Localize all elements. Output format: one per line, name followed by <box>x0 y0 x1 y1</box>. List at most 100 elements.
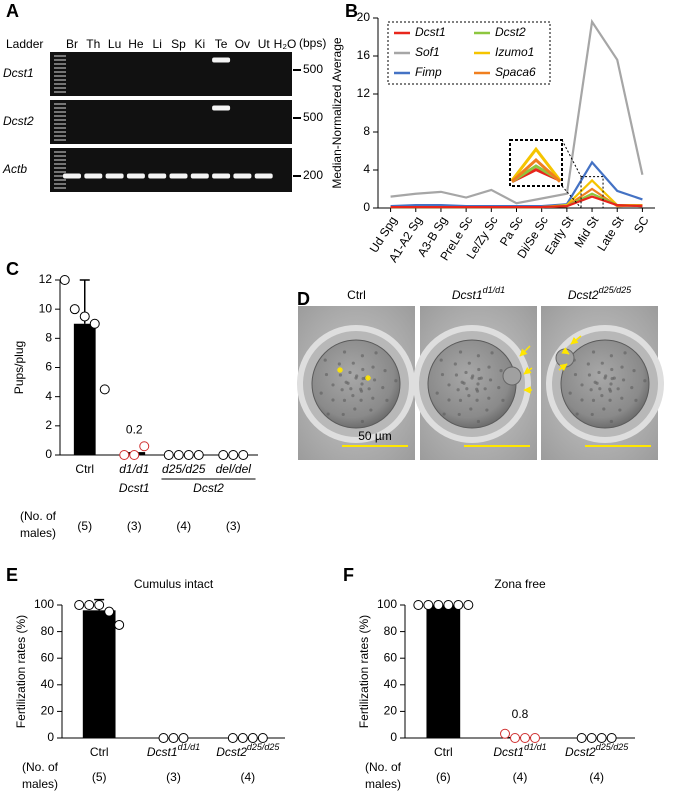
y-tick-label: 6 <box>45 360 52 374</box>
group-label: Dcst2 <box>193 481 224 495</box>
granule <box>476 419 480 424</box>
value-label: 0.8 <box>512 707 529 721</box>
data-point <box>183 450 194 460</box>
granule <box>620 365 624 369</box>
granule <box>462 381 466 385</box>
granule <box>319 391 323 395</box>
y-tick-label: 0 <box>363 200 370 214</box>
y-axis-label: Pups/plug <box>12 341 26 394</box>
granule <box>475 387 479 391</box>
x-tick-label: Dcst1d1/d1 <box>147 742 200 759</box>
granule <box>359 398 363 402</box>
panel-label: C <box>6 259 19 279</box>
gel-band <box>254 173 273 179</box>
oocyte <box>560 339 650 429</box>
gene-label: Dcst2 <box>3 114 34 128</box>
data-point <box>114 619 125 630</box>
granule <box>351 361 355 365</box>
granule <box>609 354 613 358</box>
gel-lane-box <box>50 52 292 96</box>
y-tick-label: 12 <box>357 86 371 100</box>
bar <box>73 323 96 455</box>
data-point <box>443 600 454 610</box>
granule <box>439 358 443 362</box>
granule <box>591 350 596 354</box>
granule <box>353 407 357 411</box>
granule <box>435 391 439 395</box>
gel-lane-box <box>50 100 292 144</box>
count-caption: males) <box>365 777 401 791</box>
granule <box>469 407 473 411</box>
granule <box>348 370 352 375</box>
lane-label: Br <box>66 37 78 51</box>
y-tick-label: 20 <box>41 704 55 718</box>
gel-band <box>126 173 145 179</box>
y-tick-label: 2 <box>45 418 52 432</box>
x-tick-label-main: Dcst1 <box>493 745 524 759</box>
granule <box>603 376 607 380</box>
lane-label: Lu <box>108 37 121 51</box>
micrograph-title-main: Dcst2 <box>568 288 599 302</box>
granule <box>475 398 479 402</box>
arrow <box>519 345 531 357</box>
granule <box>465 387 469 391</box>
granule <box>610 376 614 381</box>
granule <box>580 398 584 402</box>
series-line <box>390 18 644 205</box>
y-axis-label: Fertilization rates (%) <box>14 615 28 728</box>
gel-band <box>212 173 231 179</box>
data-point <box>413 600 424 610</box>
x-tick-label: del/del <box>216 462 252 476</box>
count-label: (3) <box>166 770 181 784</box>
x-tick-label: Late St <box>594 213 626 253</box>
granule <box>590 412 594 417</box>
micrograph-title-main: Ctrl <box>347 288 366 302</box>
lane-label: Th <box>86 37 100 51</box>
arrow <box>561 347 570 355</box>
data-point <box>423 600 434 610</box>
x-tick-label: Dcst1d1/d1 <box>493 742 546 759</box>
legend-label: Izumo1 <box>495 45 534 59</box>
granule <box>488 378 493 382</box>
gel-band <box>212 57 231 63</box>
granule <box>591 398 596 402</box>
granule <box>324 372 329 377</box>
granule <box>487 365 491 369</box>
legend-label: Sof1 <box>415 45 440 59</box>
granule <box>338 373 343 377</box>
x-tick-label: Dcst2d25/d25 <box>216 742 280 759</box>
granule <box>620 396 624 400</box>
granule <box>580 383 584 387</box>
data-point <box>228 450 239 460</box>
gel-band <box>233 173 252 179</box>
bar <box>503 736 537 738</box>
data-point <box>596 733 607 743</box>
granule <box>467 361 471 365</box>
x-tick-label: SC <box>631 214 652 236</box>
y-axis-label: Median-Normalized Average <box>330 37 344 189</box>
panel-label: A <box>6 1 19 21</box>
y-tick-label: 100 <box>377 597 397 611</box>
granule <box>485 408 489 412</box>
x-tick-label-main: Dcst2 <box>565 745 596 759</box>
y-tick-label: 16 <box>357 48 371 62</box>
y-tick-label: 8 <box>363 124 370 138</box>
y-tick-label: 10 <box>39 301 53 315</box>
data-point <box>257 733 268 743</box>
superscript: d1/d1 <box>483 285 506 295</box>
granule <box>340 388 344 392</box>
data-point <box>193 450 204 460</box>
count-label: (5) <box>92 770 107 784</box>
granule <box>456 388 460 392</box>
granule <box>331 383 335 387</box>
x-tick-label: Ctrl <box>75 462 94 476</box>
data-point <box>84 600 95 610</box>
arrow <box>570 335 582 345</box>
y-tick-label: 0 <box>45 447 52 461</box>
legend-box <box>387 21 551 85</box>
x-tick-label-main: Ctrl <box>75 462 94 476</box>
x-tick-label-main: del/del <box>216 462 252 476</box>
data-point <box>69 304 80 315</box>
granule <box>458 350 463 354</box>
